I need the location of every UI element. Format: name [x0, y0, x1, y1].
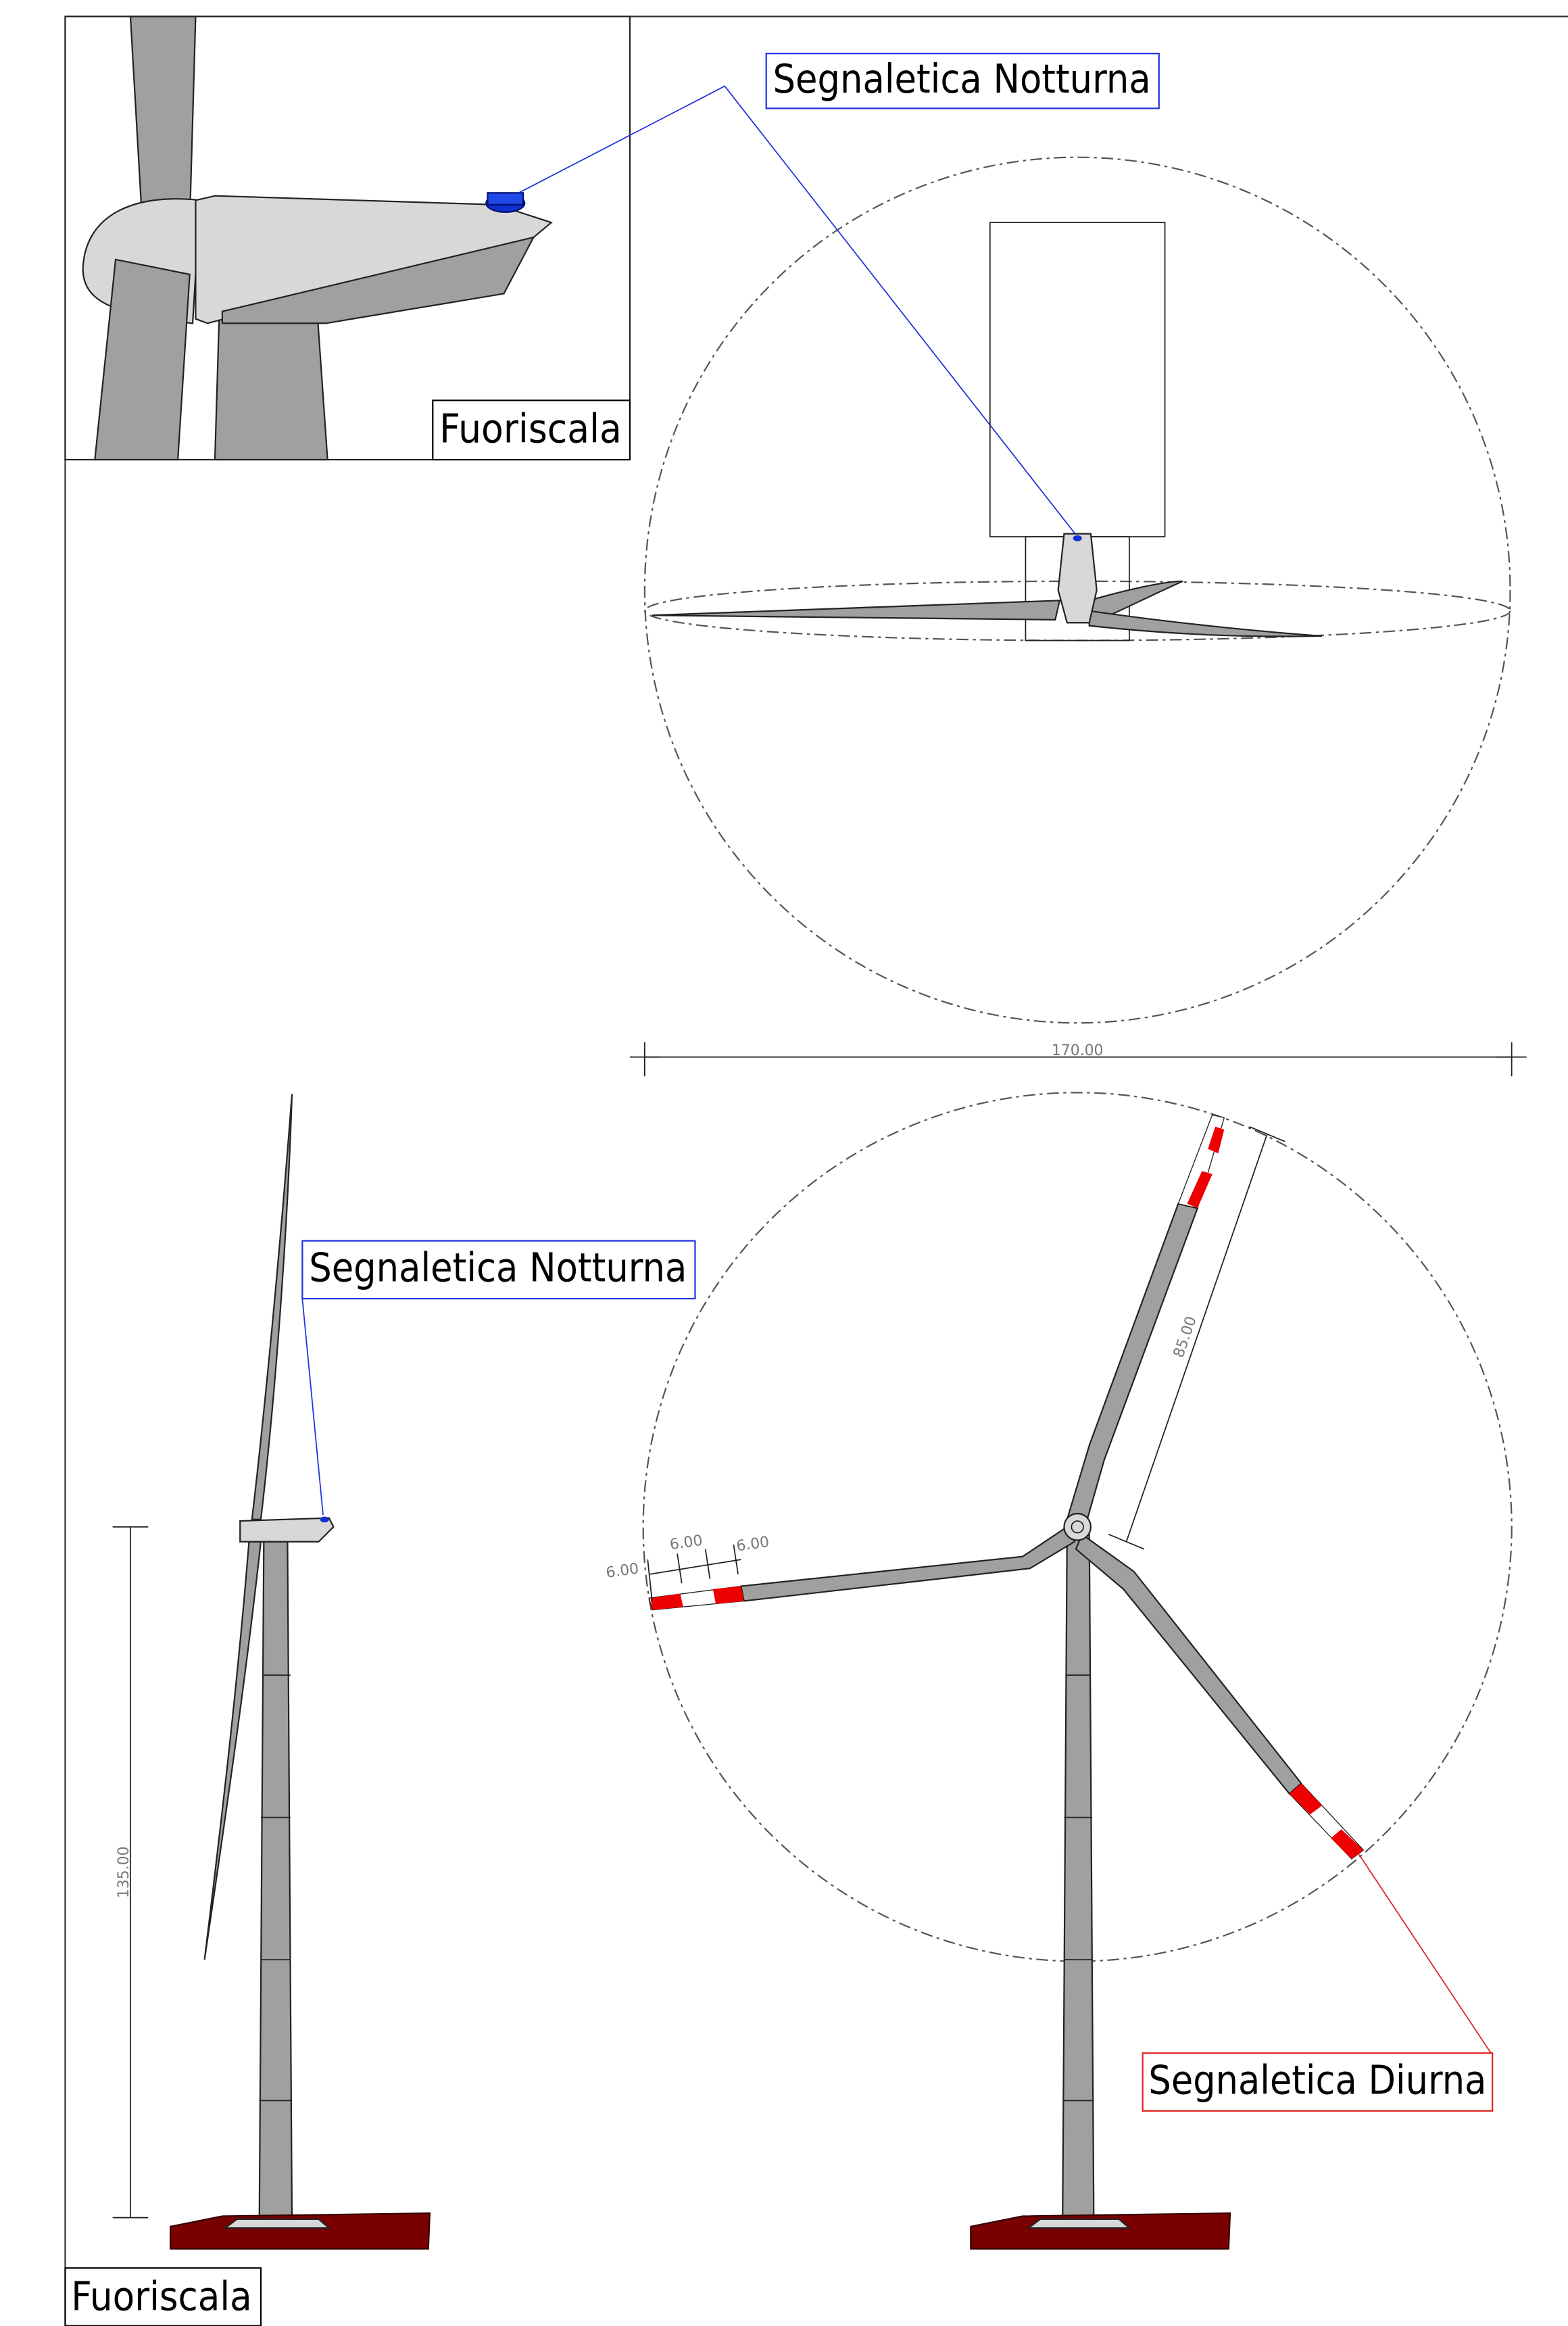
- dimension-tick: [706, 1549, 710, 1579]
- day-band: [713, 1586, 744, 1604]
- foundation-base: [1029, 2219, 1129, 2228]
- callout-line: [1359, 1854, 1491, 2053]
- tower: [1062, 1534, 1094, 2216]
- callout-text: Segnaletica Diurna: [1148, 2056, 1486, 2103]
- callout-text: Segnaletica Notturna: [773, 55, 1151, 102]
- dimension-tick: [647, 1559, 652, 1601]
- outline: [990, 222, 1165, 537]
- nacelle: [240, 1518, 333, 1542]
- front-view: 85.00 6.00 6.00 6.00 Segnaletica Diurna: [605, 1092, 1512, 2248]
- blade: [130, 16, 195, 222]
- top-view: 170.00: [630, 158, 1527, 1077]
- blade: [1089, 611, 1322, 637]
- blade: [1076, 1534, 1301, 1794]
- dimension-tick: [677, 1553, 682, 1583]
- blade: [652, 600, 1060, 620]
- dimension-line: [649, 1559, 741, 1574]
- dimension-text: 6.00: [668, 1532, 704, 1554]
- tower: [260, 1542, 292, 2216]
- dimension-text: 85.00: [1171, 1314, 1200, 1359]
- foundation-base: [225, 2219, 328, 2228]
- hub: [1064, 1513, 1090, 1540]
- night-light: [1073, 535, 1082, 541]
- blade: [741, 1527, 1074, 1601]
- night-light: [487, 193, 523, 205]
- callout-text: Segnaletica Notturna: [309, 1244, 687, 1291]
- dimension-text: 6.00: [735, 1534, 770, 1555]
- page: {"detail": {"callout": "Segnaletica Nott…: [0, 0, 1568, 2326]
- blade: [205, 1542, 261, 1960]
- side-label: Fuoriscala: [71, 2273, 252, 2319]
- dimension-text: 6.00: [605, 1560, 640, 1582]
- detail-view: Fuoriscala: [65, 16, 629, 460]
- dimension-text: 135.00: [116, 1846, 132, 1898]
- side-view: Segnaletica Notturna 135.00 Fuoriscala: [65, 1094, 695, 2326]
- detail-label: Fuoriscala: [439, 405, 622, 452]
- dimension-tick: [1108, 1534, 1144, 1549]
- nacelle: [1058, 534, 1097, 623]
- dimension-tick: [1250, 1127, 1285, 1142]
- dimension-text: 170.00: [1052, 1042, 1104, 1059]
- callout-line: [302, 1299, 323, 1515]
- tower: [215, 312, 328, 460]
- blade: [1067, 1204, 1198, 1522]
- night-light: [320, 1516, 329, 1522]
- drawing-sheet: Fuoriscala Segnaletica Notturna 170.00: [0, 0, 1568, 2326]
- blade: [252, 1094, 292, 1520]
